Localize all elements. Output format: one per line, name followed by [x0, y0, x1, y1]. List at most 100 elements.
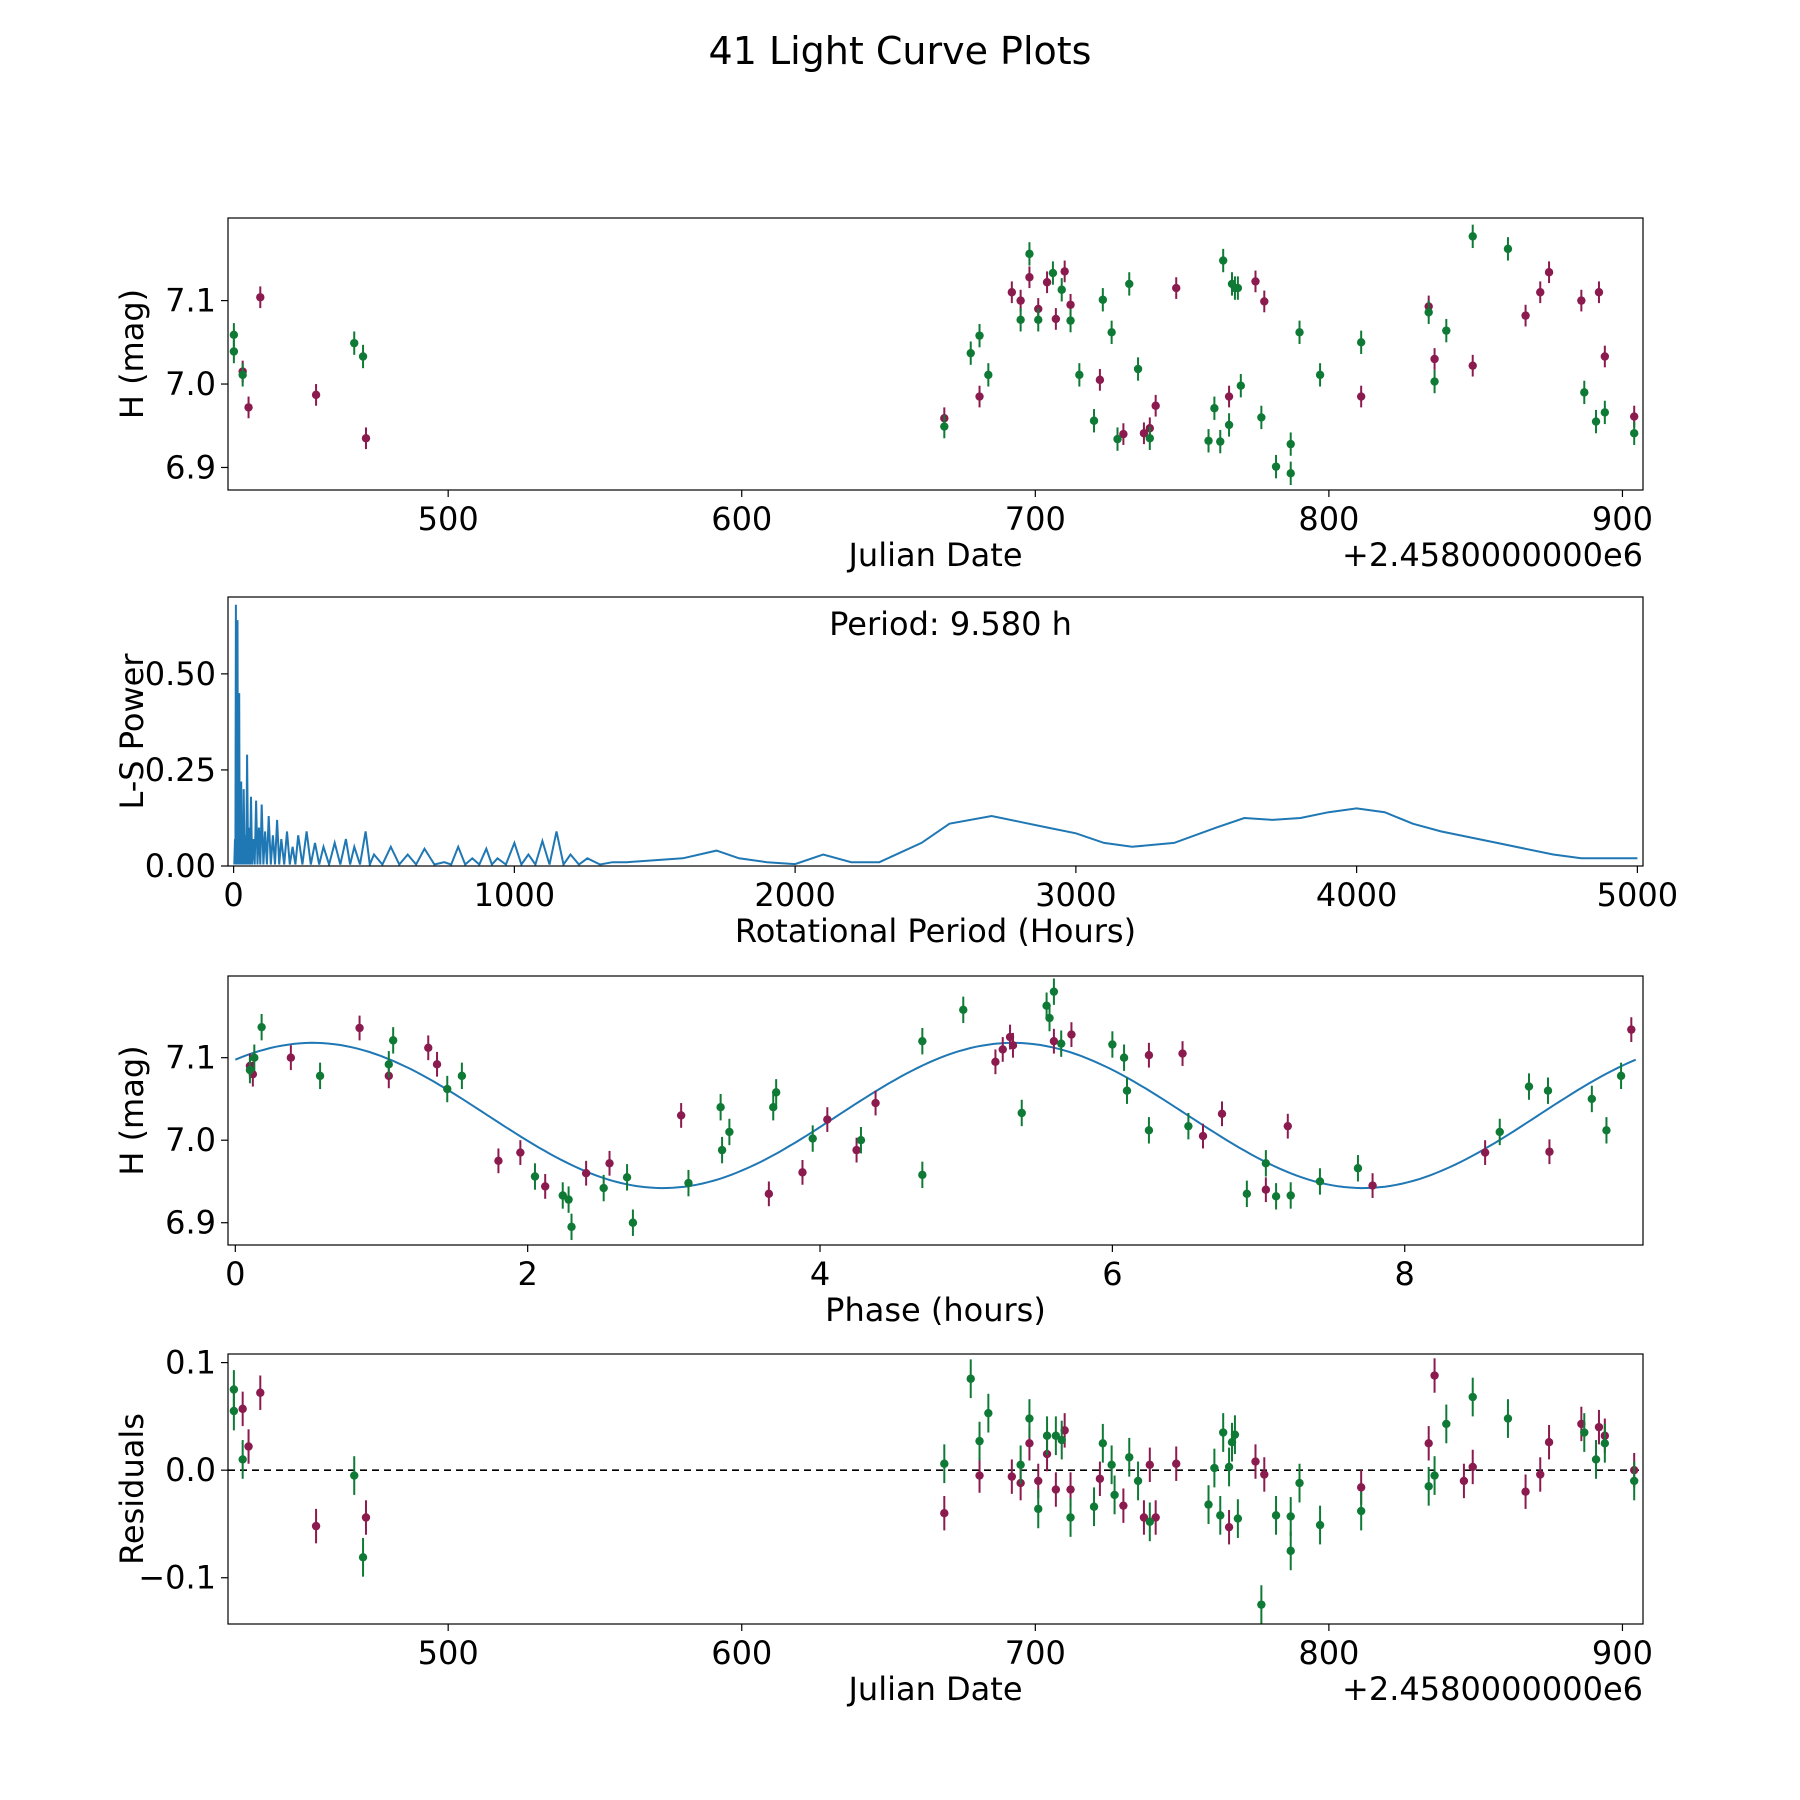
x-offset-text: +2.4580000000e6 — [1342, 1670, 1643, 1708]
filter-1-point — [1051, 314, 1061, 324]
filter-2-point — [1066, 316, 1075, 325]
filter-1-point — [676, 1111, 686, 1120]
filter-2-point — [1286, 1546, 1295, 1556]
x-tick-label: 500 — [418, 500, 479, 538]
filter-2-point — [1098, 1439, 1108, 1448]
filter-1-point — [605, 1159, 614, 1168]
filter-2-point — [1108, 1040, 1117, 1049]
filter-1-point — [1544, 268, 1554, 277]
filter-1-point — [1459, 1476, 1469, 1486]
filter-2-point — [940, 422, 949, 431]
filter-1-point — [1025, 1439, 1034, 1448]
filter-1-point — [1424, 1439, 1433, 1448]
x-tick-label: 6 — [1102, 1255, 1122, 1293]
filter-2-point — [1629, 1476, 1639, 1486]
filter-1-point — [1042, 278, 1052, 287]
x-axis-label: Julian Date — [846, 536, 1022, 574]
filter-1-point — [1594, 288, 1604, 297]
filter-2-point — [940, 1459, 949, 1468]
filter-2-point — [725, 1127, 734, 1137]
filter-2-point — [1049, 987, 1059, 996]
filter-2-point — [966, 348, 975, 358]
x-tick-label: 3000 — [1035, 876, 1116, 914]
y-tick-label: 6.9 — [165, 448, 216, 486]
filter-1-point — [1066, 300, 1075, 309]
filter-1-point — [764, 1189, 774, 1199]
filter-2-point — [1017, 1108, 1026, 1118]
x-tick-label: 600 — [711, 500, 772, 538]
filter-1-point — [1145, 1460, 1155, 1469]
filter-1-point — [494, 1156, 503, 1166]
filter-2-point — [1107, 328, 1116, 337]
filter-2-point — [1356, 338, 1366, 347]
filter-2-point — [1629, 429, 1639, 438]
y-tick-label: 7.1 — [165, 282, 216, 320]
filter-1-point — [1480, 1148, 1490, 1157]
filter-1-point — [1095, 1474, 1105, 1483]
filter-1-point — [286, 1053, 296, 1062]
x-tick-label: 800 — [1298, 1634, 1359, 1672]
periodogram-line — [233, 604, 1638, 866]
filter-1-point — [1016, 296, 1025, 305]
filter-2-point — [771, 1088, 781, 1097]
filter-1-point — [1627, 1025, 1636, 1034]
filter-2-point — [1218, 256, 1228, 265]
filter-2-point — [918, 1170, 927, 1180]
filter-1-point — [256, 293, 265, 302]
filter-2-point — [1591, 1455, 1601, 1464]
filter-2-point — [684, 1178, 693, 1188]
filter-2-point — [1286, 469, 1295, 478]
y-tick-label: 0.1 — [165, 1344, 216, 1382]
filter-2-point — [1025, 1414, 1034, 1423]
filter-2-point — [622, 1173, 632, 1182]
filter-1-point — [424, 1043, 433, 1052]
filter-1-point — [1095, 375, 1105, 385]
plot-area — [234, 978, 1637, 1241]
model-curve — [234, 1041, 1637, 1190]
filter-1-point — [1139, 1513, 1149, 1522]
filter-1-point — [1172, 1459, 1181, 1468]
filter-2-point — [1057, 1435, 1066, 1445]
filter-1-point — [823, 1115, 832, 1124]
x-offset-text: +2.4580000000e6 — [1342, 536, 1643, 574]
filter-2-point — [1233, 283, 1243, 293]
filter-2-point — [1034, 315, 1043, 324]
plot-area — [228, 1358, 1643, 1624]
filter-1-point — [238, 1404, 247, 1414]
filter-2-point — [1051, 1431, 1061, 1440]
filter-1-point — [991, 1057, 1000, 1067]
filter-2-point — [443, 1084, 452, 1094]
filter-1-point — [1544, 1438, 1554, 1447]
filter-2-point — [1587, 1094, 1597, 1104]
filter-2-point — [1216, 1511, 1225, 1520]
filter-1-point — [355, 1023, 364, 1033]
x-tick-label: 2000 — [754, 876, 835, 914]
filter-2-point — [1204, 436, 1213, 445]
plot-area — [229, 224, 1639, 485]
filter-2-point — [1315, 370, 1325, 380]
filter-1-point — [1283, 1121, 1292, 1131]
axes-frame — [227, 596, 1644, 867]
filter-2-point — [717, 1145, 727, 1155]
filter-2-point — [1495, 1127, 1504, 1137]
filter-1-point — [1151, 401, 1160, 410]
filter-2-point — [1122, 1086, 1132, 1095]
filter-1-point — [1144, 1051, 1154, 1060]
x-tick-label: 500 — [418, 1634, 479, 1672]
filter-2-point — [1089, 1502, 1099, 1511]
filter-1-point — [1430, 1371, 1439, 1380]
filter-1-point — [244, 1442, 253, 1451]
filter-2-point — [1424, 308, 1433, 317]
y-tick-label: −0.1 — [138, 1559, 216, 1597]
filter-1-point — [998, 1045, 1007, 1054]
filter-2-point — [1295, 1478, 1304, 1488]
filter-1-point — [1261, 1185, 1271, 1194]
filter-2-point — [1204, 1500, 1213, 1509]
filter-2-point — [564, 1195, 573, 1204]
filter-2-point — [1271, 1511, 1281, 1520]
filter-2-point — [975, 1436, 984, 1446]
x-tick-label: 2 — [517, 1255, 537, 1293]
filter-2-point — [1025, 249, 1034, 259]
filter-2-point — [250, 1053, 259, 1062]
